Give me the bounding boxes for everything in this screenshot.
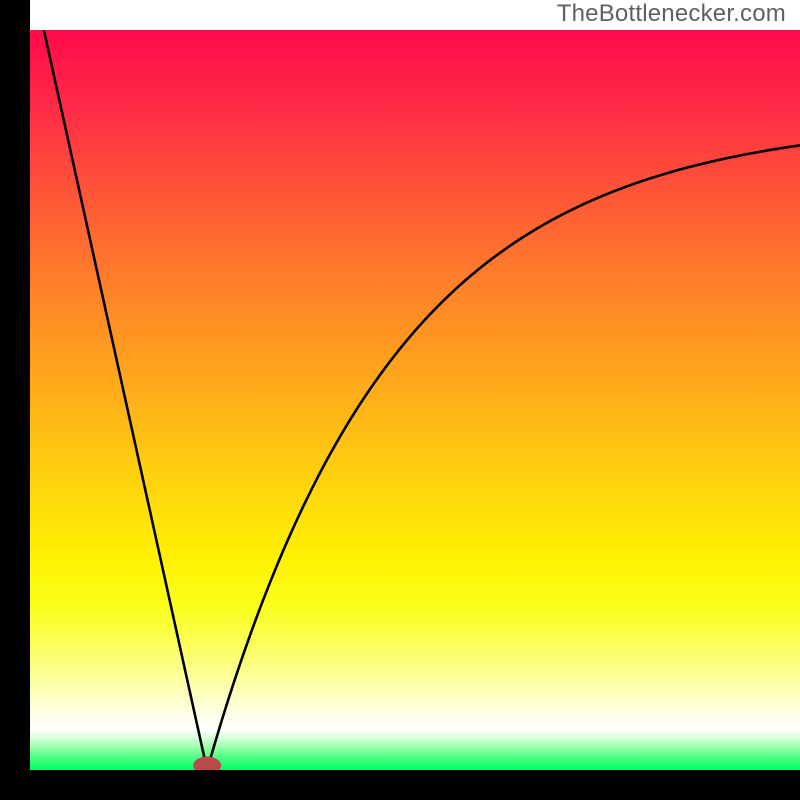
- x-axis: [0, 770, 800, 800]
- plot-background-gradient: [30, 30, 800, 770]
- bottleneck-chart: [0, 0, 800, 800]
- chart-root: { "meta": { "watermark_text": "TheBottle…: [0, 0, 800, 800]
- y-axis: [0, 0, 30, 800]
- watermark-text: TheBottlenecker.com: [557, 0, 786, 28]
